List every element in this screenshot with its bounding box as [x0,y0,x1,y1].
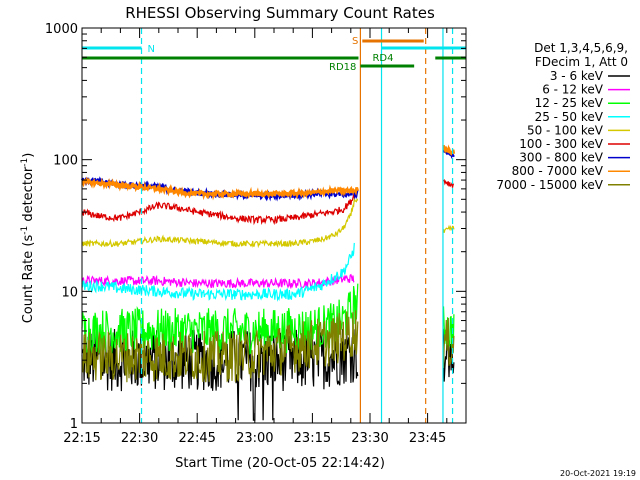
y-label-main: Count Rate (s [21,235,36,324]
x-tick-label-0: 22:15 [63,431,100,446]
legend-label-0: 3 - 6 keV [550,69,604,83]
legend-label-2: 12 - 25 keV [535,96,604,110]
legend-label-3: 25 - 50 keV [535,110,604,124]
y-tick-label-0: 1 [70,417,78,432]
legend: Det 1,3,4,5,6,9, FDecim 1, Att 0 3 - 6 k… [496,41,630,192]
series-line-4-part-1 [442,224,455,233]
series-line-4-part-0 [81,197,359,249]
legend-label-5: 100 - 300 keV [519,137,603,151]
legend-header-line2: FDecim 1, Att 0 [535,55,628,69]
x-axis-label: Start Time (20-Oct-05 22:14:42) [175,456,385,471]
series-line-1-part-0 [81,273,355,290]
segments-layer: N S RD4 RD18 [82,36,466,73]
legend-label-7: 800 - 7000 keV [512,164,604,178]
legend-label-4: 50 - 100 keV [527,123,604,137]
x-tick-label-1: 22:30 [121,431,158,446]
segment-label-0: N [148,44,155,55]
x-tick-label-4: 23:15 [294,431,331,446]
axes-layer: 1 10 100 1000 22:15 22:30 22:45 23:00 23:15 23:30… [45,22,467,446]
legend-label-8: 7000 - 15000 keV [496,178,603,192]
y-label-end: ) [21,153,36,158]
y-tick-label-3: 1000 [45,22,78,37]
series-line-7-part-0 [81,176,359,201]
x-tick-label-6: 23:45 [409,431,446,446]
series-line-3-part-0 [81,242,355,302]
y-label-sup1: -1 [20,226,30,235]
series-layer [81,144,456,421]
legend-label-1: 6 - 12 keV [542,83,604,97]
y-tick-label-2: 100 [53,154,78,169]
y-axis-label: Count Rate (s-1 detector-1) [20,153,36,324]
timestamp: 20-Oct-2021 19:19 [560,469,636,478]
y-tick-label-1: 10 [61,285,78,300]
chart-title: RHESSI Observing Summary Count Rates [125,4,435,22]
segment-label-2: S [352,36,358,47]
x-tick-label-3: 23:00 [236,431,273,446]
x-tick-label-5: 23:30 [351,431,388,446]
vertical-lines-layer [140,28,454,423]
y-label-sup2: -1 [20,158,30,167]
legend-label-6: 300 - 800 keV [519,151,603,165]
segment-label-3: RD4 [372,53,393,64]
x-tick-label-2: 22:45 [178,431,215,446]
series-line-8-part-0 [81,310,359,383]
y-label-mid: detector [21,166,36,226]
series-line-5-part-0 [81,191,359,226]
legend-header-line1: Det 1,3,4,5,6,9, [534,41,628,55]
segment-label-5: RD18 [329,62,356,73]
svg-text:Count Rate (s-1 detector-1): Count Rate (s-1 detector-1) [20,153,36,324]
series-line-5-part-1 [443,178,454,188]
